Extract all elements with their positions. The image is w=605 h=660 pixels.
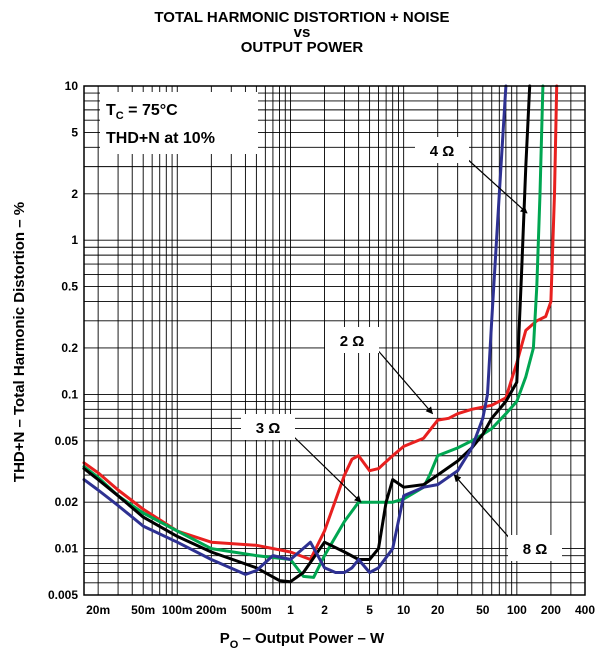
annotation-label: 4 Ω (430, 143, 455, 160)
chart-title: TOTAL HARMONIC DISTORTION + NOISE vs OUT… (154, 9, 449, 56)
x-tick-label: 10 (397, 603, 411, 617)
x-tick-labels: 20m 50m 100m 200m 500m 1 2 5 10 20 50 100 200 400 (86, 603, 595, 617)
x-tick-label: 100m (162, 603, 193, 617)
y-tick-label: 0.1 (61, 387, 78, 401)
annotations: 4 Ω 2 Ω 3 Ω 8 Ω (241, 137, 562, 561)
title-line-1: TOTAL HARMONIC DISTORTION + NOISE (154, 9, 449, 26)
x-tick-label: 50m (131, 603, 155, 617)
tc-main: T (106, 102, 116, 119)
annotation-label: 8 Ω (523, 541, 548, 558)
annotation-leader (290, 433, 362, 503)
y-tick-label: 0.01 (55, 542, 79, 556)
tc-sub: C (116, 110, 124, 122)
annotation-bg (241, 414, 295, 440)
annotation-label: 3 Ω (256, 420, 281, 437)
x-label-sub: O (230, 639, 239, 651)
x-tick-label: 200 (541, 603, 561, 617)
x-label-rest: – Output Power – W (238, 630, 385, 647)
x-label-main: P (220, 630, 230, 647)
x-tick-label: 20m (86, 603, 110, 617)
y-tick-label: 0.005 (48, 588, 78, 602)
x-axis-label: PO – Output Power – W (220, 630, 385, 651)
annotation-bg (325, 327, 379, 353)
x-tick-label: 500m (241, 603, 272, 617)
conditions-box: TC = 75°C THD+N at 10% (100, 92, 258, 154)
annotation-leader (464, 156, 528, 214)
y-tick-label: 0.2 (61, 341, 78, 355)
annotation-bg (415, 137, 469, 163)
series-line-2ohm (82, 84, 559, 561)
y-tick-label: 5 (71, 125, 78, 139)
annotation-leader (374, 346, 434, 415)
series-line-4ohm (82, 84, 532, 584)
plot-area (82, 84, 559, 584)
x-tick-label: 100 (507, 603, 527, 617)
y-tick-label: 0.02 (55, 495, 79, 509)
y-axis-label: THD+N – Total Harmonic Distortion – % (11, 202, 28, 482)
y-tick-label: 1 (71, 233, 78, 247)
annotation-label: 2 Ω (340, 333, 365, 350)
series-line-3ohm (82, 84, 545, 579)
x-tick-label: 400 (575, 603, 595, 617)
y-tick-label: 0.5 (61, 280, 78, 294)
x-tick-label: 1 (287, 603, 294, 617)
title-line-2: vs (294, 24, 311, 41)
series-line-8ohm (82, 84, 508, 576)
tc-label: TC = 75°C (106, 102, 178, 122)
annotation-bg (508, 535, 562, 561)
x-tick-label: 200m (196, 603, 227, 617)
y-tick-label: 0.05 (55, 434, 79, 448)
thd-condition-label: THD+N at 10% (106, 130, 215, 147)
y-tick-label: 10 (65, 79, 79, 93)
x-tick-label: 5 (366, 603, 373, 617)
plot-frame (83, 85, 586, 596)
title-line-3: OUTPUT POWER (241, 39, 364, 56)
x-tick-label: 20 (431, 603, 445, 617)
x-tick-label: 2 (321, 603, 328, 617)
annotation-leader (453, 474, 513, 542)
conditions-box-bg (100, 92, 258, 154)
y-tick-label: 2 (71, 187, 78, 201)
tc-rest: = 75°C (124, 102, 178, 119)
y-tick-labels: 0.005 0.01 0.02 0.05 0.1 0.2 0.5 1 2 5 10 (48, 79, 78, 602)
x-tick-label: 50 (476, 603, 490, 617)
